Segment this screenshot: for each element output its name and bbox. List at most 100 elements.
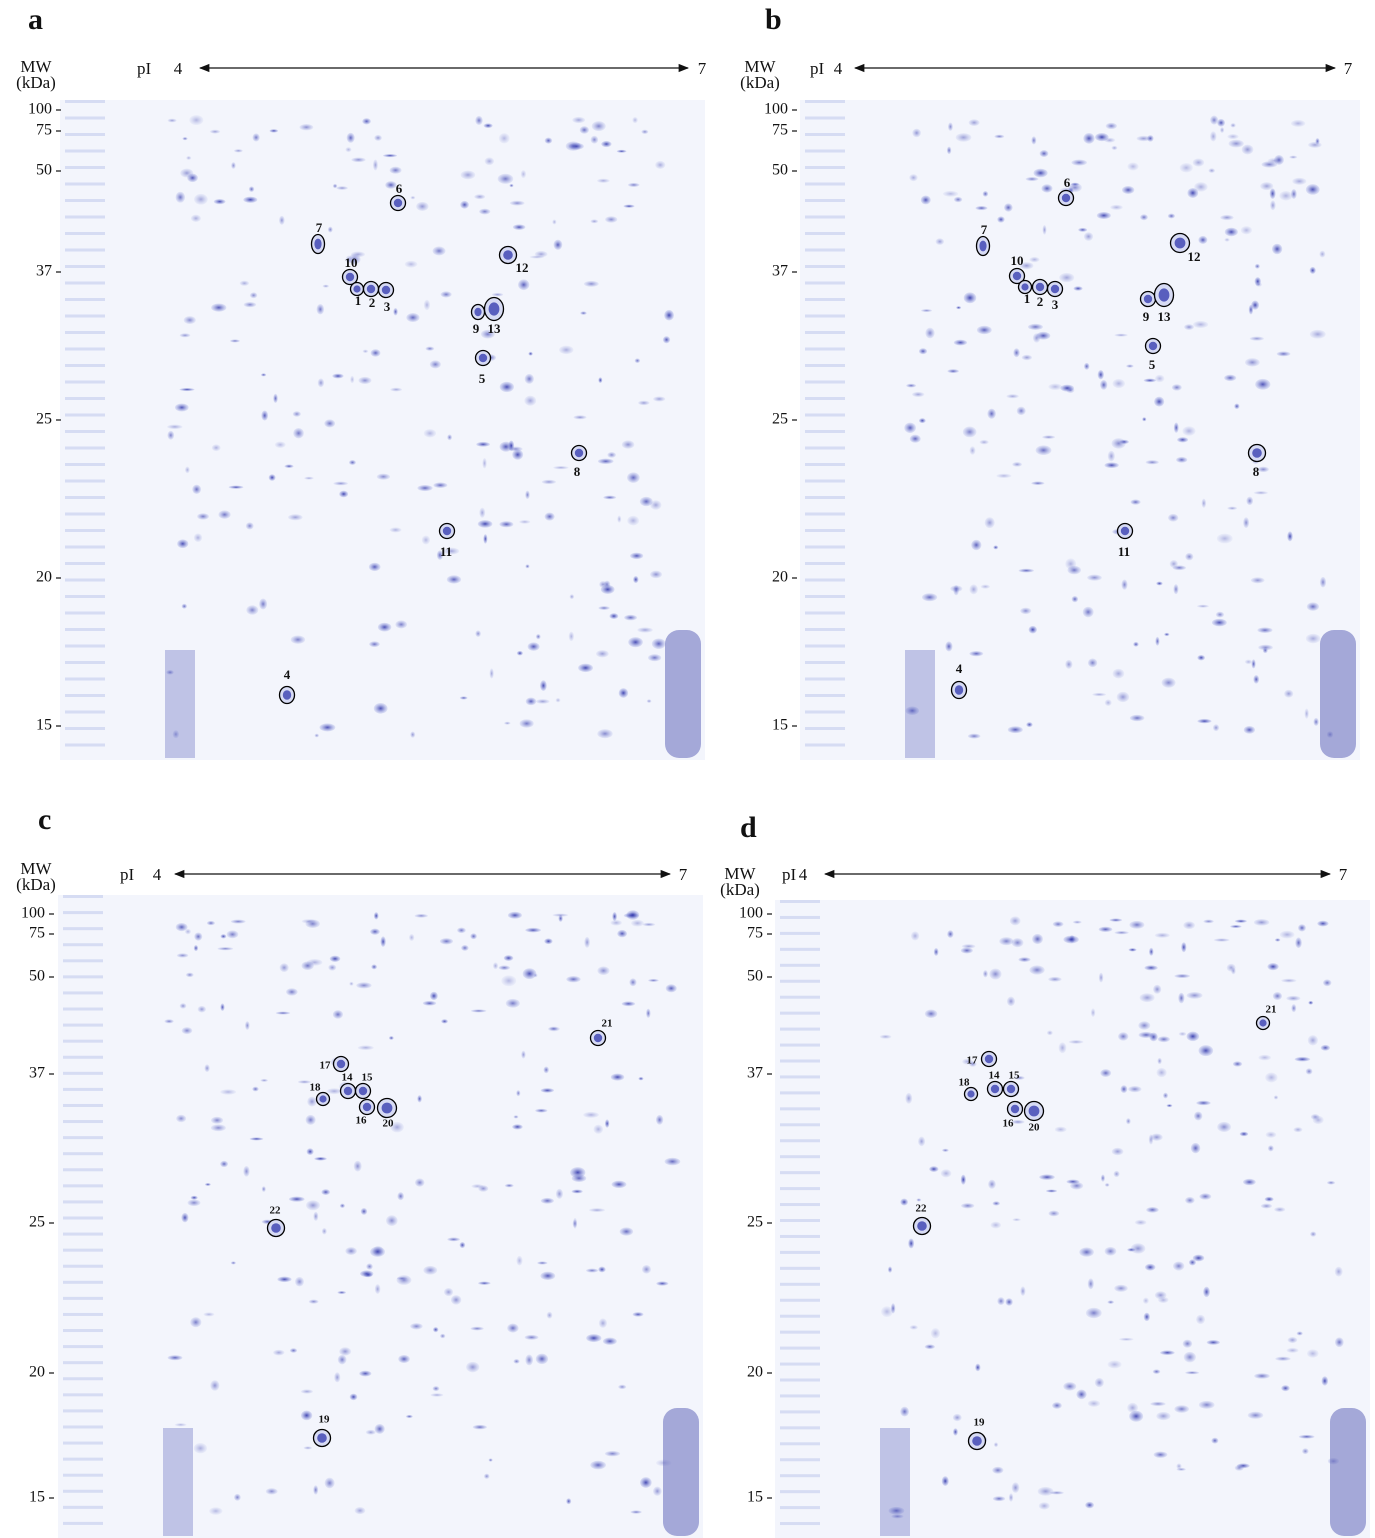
- spot-core: [488, 302, 500, 316]
- gel-lane-band: [65, 611, 105, 615]
- gel-spot: [1243, 517, 1250, 529]
- gel-lane-band: [805, 364, 845, 367]
- gel-spot: [1178, 992, 1185, 1004]
- gel-lane-band: [65, 463, 105, 466]
- gel-spot: [1255, 282, 1262, 287]
- gel-lane-band: [805, 199, 845, 202]
- gel-spot: [1304, 708, 1309, 719]
- gel-lane-band: [780, 915, 820, 919]
- gel-spot: [1334, 1337, 1344, 1348]
- gel-spot: [308, 1299, 319, 1304]
- gel-spot: [1037, 1486, 1054, 1496]
- gel-lane-band: [63, 1280, 103, 1284]
- gel-spot: [324, 1477, 335, 1489]
- mw-tick-label: 100: [739, 905, 763, 922]
- gel-spot: [1201, 498, 1207, 508]
- gel-spot: [1031, 136, 1037, 145]
- gel-spot: [1104, 462, 1119, 469]
- gel-background: [58, 895, 703, 1538]
- gel-spot: [1130, 499, 1141, 505]
- gel-spot: [345, 255, 353, 264]
- gel-spot: [259, 598, 268, 610]
- gel-spot: [1309, 329, 1326, 339]
- spot-label: 3: [1052, 297, 1059, 312]
- gel-spot: [650, 570, 663, 579]
- gel-lane-band: [805, 578, 845, 582]
- gel-spot: [192, 484, 202, 494]
- gel-spot: [513, 1359, 520, 1364]
- gel-spot: [546, 1311, 553, 1319]
- gel-spot: [1142, 417, 1147, 422]
- gel-spot: [568, 631, 575, 642]
- mw-label: MW: [744, 57, 776, 76]
- gel-spot: [373, 912, 379, 920]
- spot-label: 19: [974, 1417, 986, 1429]
- gel-spot: [535, 634, 541, 640]
- gel-spot: [1267, 1145, 1274, 1152]
- gel-lane-band: [63, 1489, 103, 1493]
- gel-spot: [1173, 1261, 1185, 1271]
- gel-spot: [499, 521, 514, 528]
- gel-spot: [513, 1115, 519, 1119]
- gel-spot: [184, 928, 191, 935]
- gel-spot: [380, 936, 386, 947]
- gel-spot: [1007, 726, 1023, 734]
- gel-spot: [339, 490, 349, 498]
- gel-spot: [1166, 1104, 1173, 1108]
- gel-spot: [1260, 182, 1274, 191]
- gel-spot: [299, 124, 314, 131]
- gel-spot: [941, 1476, 949, 1487]
- gel-spot: [326, 1088, 342, 1095]
- gel-lane-band: [65, 512, 105, 516]
- gel-lane-band: [805, 545, 845, 549]
- gel-spot: [167, 1355, 183, 1361]
- gel-spot: [1152, 1369, 1161, 1374]
- gel-spot: [940, 1169, 952, 1178]
- gel-spot: [179, 387, 195, 392]
- gel-lane-band: [805, 644, 845, 648]
- gel-lane-band: [805, 166, 845, 169]
- gel-spot: [369, 641, 380, 648]
- gel-spot: [548, 1026, 560, 1032]
- gel-lane-band: [63, 1377, 103, 1381]
- gel-lane-band: [780, 1139, 820, 1143]
- gel-spot: [1224, 237, 1230, 242]
- gel-basic-smear: [665, 630, 701, 758]
- gel-spot: [1127, 162, 1139, 171]
- gel-spot: [997, 1297, 1005, 1306]
- gel-spot: [1118, 1032, 1129, 1041]
- gel-lane-band: [63, 1039, 103, 1043]
- gel-spot: [1048, 383, 1063, 391]
- gel-lane-band: [63, 1136, 103, 1140]
- gel-spot: [479, 208, 491, 215]
- gel-spot: [638, 400, 650, 406]
- gel-spot: [1150, 1401, 1166, 1407]
- spot-label: 16: [356, 1115, 368, 1127]
- spot-core: [381, 285, 391, 295]
- gel-spot: [572, 1219, 578, 1228]
- gel-spot: [1186, 1031, 1200, 1042]
- gel-lane-band: [63, 1473, 103, 1477]
- gel-spot: [1042, 225, 1047, 235]
- gel-spot: [1031, 481, 1045, 486]
- gel-spot: [450, 1295, 462, 1305]
- gel-spot: [1032, 933, 1043, 945]
- gel-spot: [459, 1241, 466, 1249]
- gel-spot: [1216, 533, 1233, 544]
- gel-spot: [602, 1337, 617, 1345]
- gel-spot: [1284, 689, 1294, 698]
- gel-spot: [1006, 394, 1019, 399]
- gel-background: [775, 900, 1370, 1538]
- gel-lane-band: [805, 694, 845, 697]
- gel-spot: [905, 1092, 913, 1104]
- gel-spot: [417, 1095, 422, 1103]
- gel-spot: [423, 299, 431, 311]
- gel-lane-band: [63, 1441, 103, 1445]
- gel-spot: [909, 1325, 918, 1330]
- gel-spot: [1113, 1170, 1120, 1178]
- gel-spot: [1308, 1000, 1314, 1005]
- gel-spot: [993, 545, 999, 550]
- gel-spot: [440, 1333, 446, 1339]
- gel-spot: [278, 215, 285, 225]
- mw-tick-label: 25: [36, 411, 52, 428]
